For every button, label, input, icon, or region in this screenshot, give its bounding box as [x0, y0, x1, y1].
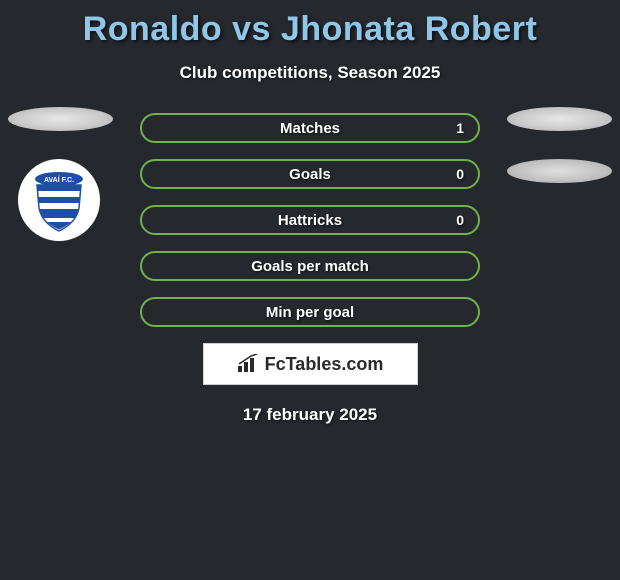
- stat-label: Matches: [280, 120, 340, 137]
- stat-row-matches: Matches 1: [140, 113, 480, 143]
- stat-label: Min per goal: [266, 304, 354, 321]
- watermark: FcTables.com: [203, 343, 418, 385]
- stat-row-goals-per-match: Goals per match: [140, 251, 480, 281]
- stat-value-right: 1: [456, 120, 464, 136]
- placeholder-ellipse-right-1: [507, 107, 612, 131]
- stat-rows: Matches 1 Goals 0 Hattricks 0 Goals per …: [140, 113, 480, 327]
- avai-shield-icon: AVAÍ F.C.: [24, 165, 94, 235]
- stat-row-min-per-goal: Min per goal: [140, 297, 480, 327]
- page-title: Ronaldo vs Jhonata Robert: [0, 0, 620, 49]
- club-badge: AVAÍ F.C.: [18, 159, 100, 241]
- stat-label: Goals: [289, 166, 331, 183]
- placeholder-ellipse-left: [8, 107, 113, 131]
- date: 17 february 2025: [0, 405, 620, 425]
- watermark-brand: FcTables.com: [265, 354, 384, 375]
- stat-row-hattricks: Hattricks 0: [140, 205, 480, 235]
- bar-chart-icon: [237, 354, 259, 374]
- club-name-text: AVAÍ F.C.: [44, 175, 74, 184]
- stat-value-right: 0: [456, 166, 464, 182]
- subtitle: Club competitions, Season 2025: [0, 63, 620, 83]
- stat-row-goals: Goals 0: [140, 159, 480, 189]
- comparison-panel: AVAÍ F.C. Matches 1 Goals 0 Hattricks 0 …: [0, 113, 620, 425]
- stat-value-right: 0: [456, 212, 464, 228]
- stat-label: Goals per match: [251, 258, 369, 275]
- stat-label: Hattricks: [278, 212, 342, 229]
- placeholder-ellipse-right-2: [507, 159, 612, 183]
